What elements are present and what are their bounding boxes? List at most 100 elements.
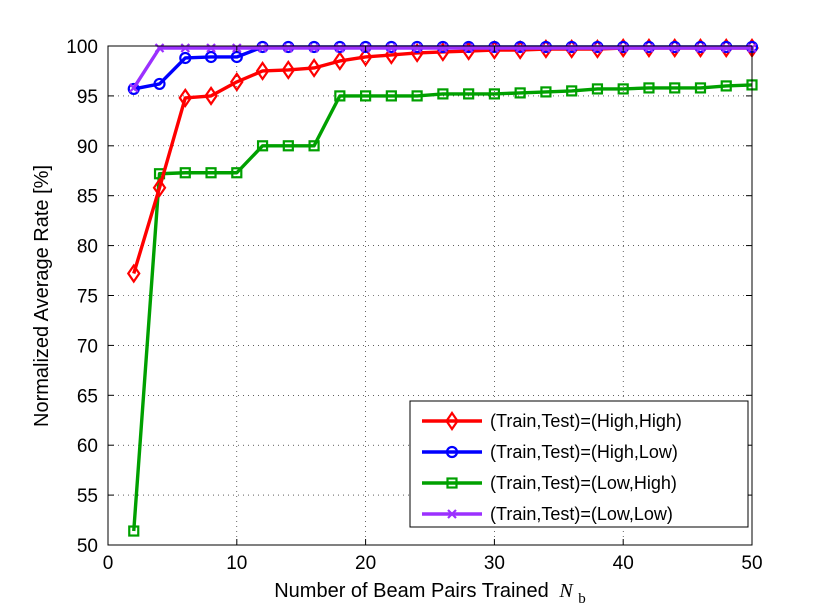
x-tick-label: 20 bbox=[355, 553, 376, 574]
square-marker bbox=[669, 82, 681, 94]
circle-marker bbox=[127, 82, 140, 96]
diamond-marker bbox=[281, 60, 296, 80]
x-marker bbox=[412, 43, 422, 53]
square-marker bbox=[360, 90, 372, 102]
square-marker bbox=[411, 90, 423, 102]
legend-label: (Train,Test)=(High,Low) bbox=[490, 442, 678, 462]
y-tick-label: 70 bbox=[77, 336, 98, 357]
square-marker bbox=[308, 140, 320, 152]
square-marker bbox=[128, 525, 140, 537]
square-marker bbox=[643, 82, 655, 94]
square-marker bbox=[514, 87, 526, 99]
x-marker bbox=[309, 43, 319, 53]
diamond-marker bbox=[358, 47, 373, 67]
x-tick-label: 40 bbox=[613, 553, 634, 574]
y-tick-label: 95 bbox=[77, 87, 98, 108]
x-tick-label: 0 bbox=[103, 553, 114, 574]
circle-marker bbox=[153, 77, 166, 91]
x-tick-label: 50 bbox=[741, 553, 762, 574]
x-marker bbox=[463, 43, 474, 53]
x-marker bbox=[566, 43, 577, 53]
series-line bbox=[132, 46, 752, 89]
x-marker bbox=[438, 43, 448, 53]
diamond-marker bbox=[126, 263, 141, 284]
square-marker bbox=[231, 167, 243, 179]
y-tick-label: 90 bbox=[77, 137, 98, 158]
tick-labels: 0 10 20 30 40 50 50 55 60 65 70 75 80 85 90 95 100 bbox=[66, 37, 762, 574]
circle-marker bbox=[445, 445, 459, 459]
legend-label: (Train,Test)=(High,High) bbox=[490, 411, 682, 431]
y-tick-label: 75 bbox=[77, 287, 98, 308]
diamond-marker bbox=[229, 71, 244, 92]
square-marker bbox=[205, 167, 217, 179]
circle-marker bbox=[179, 51, 192, 65]
x-marker bbox=[447, 509, 457, 519]
square-marker bbox=[694, 82, 707, 94]
x-marker bbox=[592, 43, 603, 53]
square-marker bbox=[540, 86, 552, 98]
x-marker bbox=[695, 43, 706, 53]
x-axis-label-text: Number of Beam Pairs Trained bbox=[274, 580, 549, 602]
x-axis-label-subscript: b bbox=[578, 591, 586, 607]
x-marker bbox=[128, 83, 139, 93]
y-tick-label: 65 bbox=[77, 386, 98, 407]
x-marker bbox=[721, 43, 732, 53]
legend-entry: (Train,Test)=(High,High) bbox=[422, 411, 682, 431]
square-marker bbox=[463, 88, 475, 100]
diamond-marker bbox=[178, 87, 193, 108]
y-tick-label: 60 bbox=[77, 436, 98, 457]
y-tick-label: 100 bbox=[66, 37, 98, 58]
square-marker bbox=[385, 90, 397, 102]
x-marker bbox=[541, 43, 551, 53]
x-tick-label: 30 bbox=[484, 553, 505, 574]
x-axis-label: Number of Beam Pairs Trained N b bbox=[274, 580, 586, 607]
circle-marker bbox=[204, 50, 218, 64]
y-axis-label: Normalized Average Rate [%] bbox=[31, 165, 53, 427]
y-tick-label: 80 bbox=[77, 237, 98, 258]
square-marker bbox=[591, 83, 604, 95]
x-marker bbox=[154, 43, 165, 53]
tick-marks bbox=[107, 45, 753, 546]
square-marker bbox=[179, 167, 191, 179]
y-tick-label: 85 bbox=[77, 187, 98, 208]
square-marker bbox=[488, 88, 500, 100]
legend-entry: (Train,Test)=(Low,High) bbox=[422, 473, 677, 493]
legend-label: (Train,Test)=(Low,High) bbox=[490, 473, 677, 493]
diamond-marker bbox=[307, 58, 321, 78]
diamond-marker bbox=[445, 411, 459, 431]
legend-entry: (Train,Test)=(High,Low) bbox=[422, 442, 678, 462]
x-marker bbox=[283, 43, 294, 53]
square-marker bbox=[446, 477, 458, 489]
x-tick-label: 10 bbox=[226, 553, 247, 574]
series-square bbox=[128, 79, 758, 537]
x-marker bbox=[386, 43, 397, 53]
legend: (Train,Test)=(High,High) (Train,Test)=(Hi… bbox=[409, 400, 749, 528]
x-marker bbox=[180, 43, 191, 53]
square-marker bbox=[256, 140, 269, 152]
x-marker bbox=[257, 43, 268, 53]
legend-entry: (Train,Test)=(Low,Low) bbox=[422, 504, 673, 524]
diamond-marker bbox=[255, 61, 270, 81]
x-marker bbox=[644, 43, 654, 53]
x-axis-label-symbol: N bbox=[558, 580, 574, 602]
square-marker bbox=[617, 83, 629, 95]
y-tick-label: 55 bbox=[77, 486, 98, 507]
diamond-marker bbox=[333, 51, 347, 71]
square-marker bbox=[437, 88, 449, 100]
x-marker bbox=[335, 43, 345, 53]
x-marker bbox=[515, 43, 525, 53]
series-line bbox=[132, 83, 753, 532]
square-marker bbox=[566, 85, 578, 97]
x-marker bbox=[669, 43, 680, 53]
series-line bbox=[132, 46, 752, 275]
legend-label: (Train,Test)=(Low,Low) bbox=[490, 504, 673, 524]
square-marker bbox=[720, 80, 732, 92]
square-marker bbox=[282, 140, 294, 152]
x-marker bbox=[206, 43, 216, 53]
y-tick-label: 50 bbox=[77, 536, 98, 557]
diamond-marker bbox=[204, 85, 218, 106]
diamond-marker bbox=[152, 177, 167, 198]
square-marker bbox=[334, 90, 346, 102]
series-circle bbox=[127, 40, 759, 96]
